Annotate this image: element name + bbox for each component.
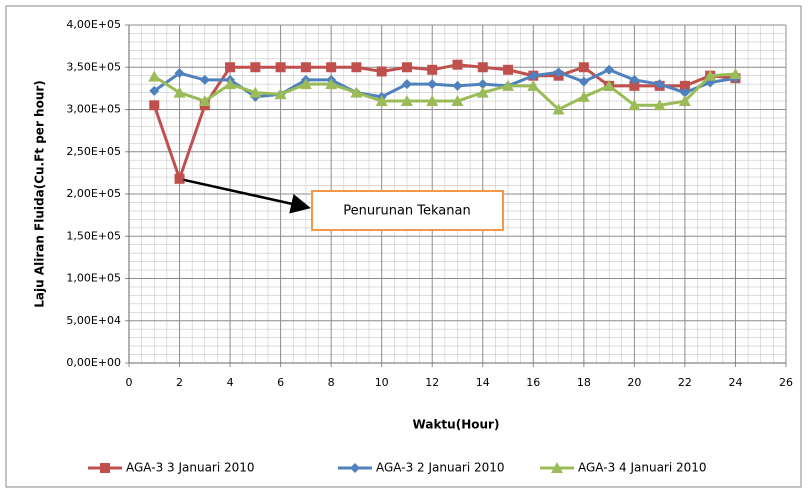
marker xyxy=(148,70,161,82)
y-tick-label: 3,00E+05 xyxy=(66,103,121,116)
marker xyxy=(629,80,640,91)
x-tick-label: 12 xyxy=(425,376,439,389)
marker xyxy=(502,79,515,91)
marker xyxy=(704,69,717,81)
y-tick-label: 1,50E+05 xyxy=(66,229,121,242)
y-tick-label: 0,00E+00 xyxy=(66,356,121,369)
x-tick-label: 10 xyxy=(375,376,389,389)
x-tick-label: 26 xyxy=(779,376,793,389)
marker xyxy=(326,62,337,73)
marker xyxy=(300,62,311,73)
annotation-box xyxy=(311,190,504,231)
annotation-arrow xyxy=(183,178,311,214)
marker xyxy=(653,99,666,111)
marker xyxy=(603,79,616,91)
marker xyxy=(477,79,488,90)
y-tick-label: 5,00E+04 xyxy=(66,314,121,327)
marker xyxy=(729,68,742,80)
x-tick-label: 0 xyxy=(126,376,133,389)
marker xyxy=(527,79,540,91)
marker xyxy=(451,95,464,107)
marker xyxy=(679,87,690,98)
series-line xyxy=(153,72,736,112)
marker xyxy=(100,463,110,473)
y-tick-label: 1,00E+05 xyxy=(66,272,121,285)
marker xyxy=(552,103,565,115)
marker xyxy=(476,86,489,98)
marker xyxy=(551,462,563,473)
marker xyxy=(427,79,438,90)
marker xyxy=(250,62,261,73)
marker xyxy=(426,95,439,107)
marker xyxy=(299,78,312,90)
marker xyxy=(629,74,640,85)
x-tick-label: 24 xyxy=(728,376,742,389)
x-tick-label: 4 xyxy=(227,376,234,389)
marker xyxy=(198,95,211,107)
marker xyxy=(375,95,388,107)
marker xyxy=(528,70,539,81)
marker xyxy=(679,80,690,91)
annotation-text: Penurunan Tekanan xyxy=(343,204,470,219)
marker xyxy=(503,64,514,75)
marker xyxy=(452,80,463,91)
marker xyxy=(628,99,641,111)
marker xyxy=(249,86,262,98)
y-tick-label: 4,00E+05 xyxy=(66,18,121,31)
x-tick-label: 6 xyxy=(277,376,284,389)
y-tick-label: 2,50E+05 xyxy=(66,145,121,158)
marker xyxy=(174,173,185,184)
marker xyxy=(578,76,589,87)
x-tick-label: 18 xyxy=(577,376,591,389)
marker xyxy=(654,79,665,90)
legend-label: AGA-3 2 Januari 2010 xyxy=(376,461,505,475)
marker xyxy=(452,59,463,70)
marker xyxy=(553,67,564,78)
marker xyxy=(578,62,589,73)
x-tick-label: 2 xyxy=(176,376,183,389)
marker xyxy=(604,64,615,75)
x-tick-label: 20 xyxy=(627,376,641,389)
marker xyxy=(351,62,362,73)
marker xyxy=(274,88,287,100)
marker xyxy=(427,64,438,75)
marker xyxy=(577,90,590,102)
marker xyxy=(401,79,412,90)
marker xyxy=(199,74,210,85)
marker xyxy=(275,62,286,73)
x-axis-title: Waktu(Hour) xyxy=(413,418,500,432)
marker xyxy=(149,100,160,111)
marker xyxy=(350,86,363,98)
marker xyxy=(174,68,185,79)
marker xyxy=(350,463,360,473)
marker xyxy=(678,95,691,107)
marker xyxy=(325,78,338,90)
legend-label: AGA-3 4 Januari 2010 xyxy=(578,461,707,475)
x-tick-label: 8 xyxy=(328,376,335,389)
marker xyxy=(477,62,488,73)
chart-border xyxy=(5,5,802,488)
y-axis-title: Laju Aliran Fluida(Cu.Ft per hour) xyxy=(33,80,47,308)
x-tick-label: 16 xyxy=(526,376,540,389)
marker xyxy=(173,86,186,98)
marker xyxy=(224,78,237,90)
marker xyxy=(376,66,387,77)
x-tick-label: 14 xyxy=(476,376,490,389)
marker xyxy=(149,85,160,96)
marker xyxy=(401,62,412,73)
marker xyxy=(400,95,413,107)
marker xyxy=(225,62,236,73)
y-tick-label: 2,00E+05 xyxy=(66,187,121,200)
y-tick-label: 3,50E+05 xyxy=(66,60,121,73)
x-tick-label: 22 xyxy=(678,376,692,389)
legend-label: AGA-3 3 Januari 2010 xyxy=(126,461,255,475)
